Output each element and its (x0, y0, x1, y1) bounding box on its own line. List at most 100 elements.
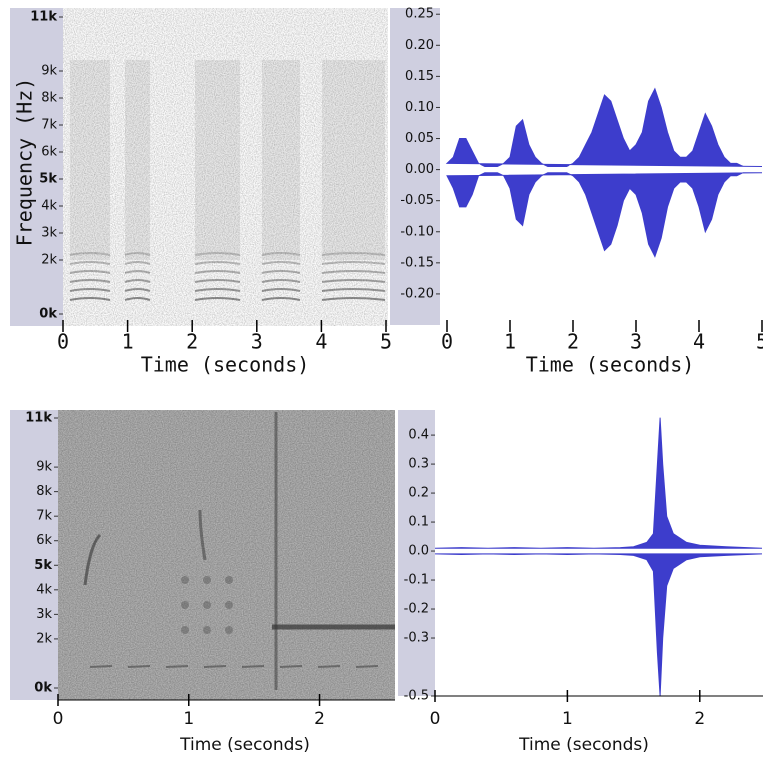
y-tick-label: 3k (41, 226, 57, 241)
chirp (198, 509, 207, 561)
energy-blob (70, 60, 110, 260)
x-tick-label: 1 (504, 330, 516, 354)
y-tick-label: 0.20 (405, 38, 434, 53)
y-tick-label: 11k (30, 10, 57, 25)
axis-strip (10, 8, 63, 326)
y-tick-label: -0.3 (404, 631, 429, 646)
y-tick-label: 0.10 (405, 100, 434, 115)
harmonic-streak (69, 261, 111, 265)
x-tick-label: 0 (53, 709, 64, 729)
y-tick-label: 0.2 (408, 486, 429, 501)
x-axis-title: Time (seconds) (518, 735, 649, 755)
harmonic-streak (261, 261, 301, 265)
low-tone (165, 665, 189, 668)
y-tick-label: 0.15 (405, 69, 434, 84)
y-tick-label: 0k (34, 681, 52, 696)
harmonic-streak (194, 270, 241, 274)
y-tick-label: 8k (41, 91, 57, 106)
harmonic-streak (124, 279, 151, 283)
waveform-envelope (434, 417, 763, 549)
harmonic-streak (321, 279, 386, 283)
x-tick-label: 5 (756, 330, 763, 354)
low-tone (317, 665, 341, 668)
energy-blob (262, 60, 300, 260)
y-tick-label: 9k (36, 460, 52, 475)
x-axis-title: Time (seconds) (526, 353, 695, 377)
harmonic-streak (261, 288, 301, 292)
harmonic-streak (194, 297, 241, 301)
harmonic-streak (124, 252, 151, 256)
waveform-envelope (445, 87, 763, 167)
x-tick-label: 5 (380, 330, 392, 354)
y-tick-label: 8k (36, 484, 52, 499)
low-tone (355, 665, 379, 668)
y-tick-label: -0.5 (404, 689, 429, 704)
x-tick-label: 0 (441, 330, 453, 354)
y-tick-label: 0.4 (408, 428, 429, 443)
y-tick-label: 6k (36, 533, 52, 548)
x-tick-label: 1 (122, 330, 134, 354)
x-tick-label: 1 (183, 709, 194, 729)
harmonic-streak (69, 297, 111, 301)
harmonic-streak (124, 261, 151, 265)
dot (203, 601, 211, 609)
y-tick-label: 5k (39, 172, 57, 187)
x-tick-label: 4 (315, 330, 327, 354)
spectrogram-texture (69, 60, 386, 301)
y-tick-label: 7k (41, 118, 57, 133)
dot (181, 626, 189, 634)
y-tick-label: 6k (41, 145, 57, 160)
energy-blob (195, 60, 240, 260)
x-tick-label: 3 (630, 330, 642, 354)
y-tick-label: -0.1 (404, 573, 429, 588)
harmonic-streak (321, 297, 386, 301)
low-tone (89, 665, 113, 668)
y-tick-label: -0.05 (400, 193, 434, 208)
low-tone (279, 665, 303, 668)
harmonic-streak (321, 270, 386, 274)
y-tick-label: 0.25 (405, 7, 434, 22)
y-tick-label: 0.1 (408, 515, 429, 530)
harmonic-streak (69, 252, 111, 256)
chirp (83, 533, 102, 586)
harmonic-streak (69, 288, 111, 292)
dot (181, 576, 189, 584)
y-tick-label: 0.00 (405, 162, 434, 177)
harmonic-streak (261, 252, 301, 256)
x-tick-label: 2 (314, 709, 325, 729)
x-axis-title: Time (seconds) (179, 735, 310, 755)
y-tick-label: 4k (41, 199, 57, 214)
energy-blob (125, 60, 150, 260)
harmonic-streak (124, 288, 151, 292)
low-tone (203, 665, 227, 668)
y-tick-label: -0.20 (400, 286, 434, 301)
y-tick-label: 7k (36, 509, 52, 524)
x-tick-label: 1 (562, 709, 573, 729)
dot (203, 626, 211, 634)
harmonic-streak (321, 252, 386, 256)
y-tick-label: -0.2 (404, 602, 429, 617)
harmonic-streak (261, 270, 301, 274)
y-tick-label: 2k (41, 253, 57, 268)
harmonic-streak (194, 288, 241, 292)
dot (203, 576, 211, 584)
x-tick-label: 3 (251, 330, 263, 354)
harmonic-streak (124, 270, 151, 274)
y-axis-title: Frequency (Hz) (13, 78, 37, 247)
y-tick-label: 11k (25, 411, 52, 426)
x-tick-label: 0 (430, 709, 441, 729)
harmonic-streak (69, 279, 111, 283)
low-tone (127, 665, 151, 668)
plot-bg (435, 410, 763, 696)
dot (225, 576, 233, 584)
dot (225, 601, 233, 609)
energy-blob (322, 60, 385, 260)
waveform-envelope (446, 172, 763, 258)
harmonic-streak (194, 252, 241, 256)
y-tick-label: -0.15 (400, 255, 434, 270)
y-tick-label: -0.10 (400, 224, 434, 239)
harmonic-streak (321, 288, 386, 292)
harmonic-streak (194, 261, 241, 265)
y-tick-label: 0.3 (408, 457, 429, 472)
